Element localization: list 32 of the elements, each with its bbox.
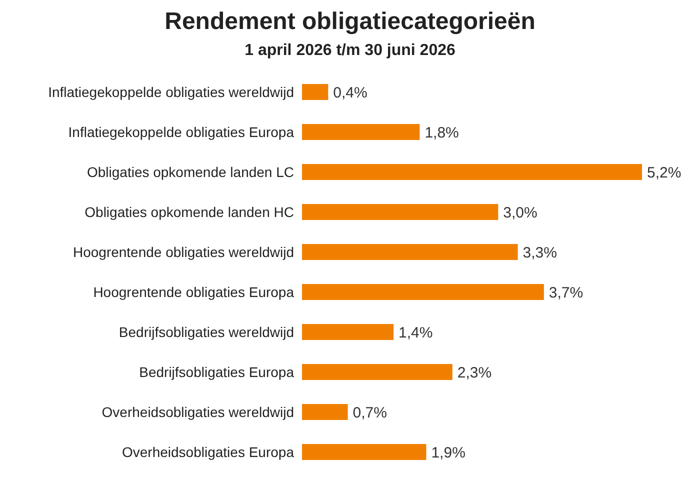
bar <box>302 284 544 300</box>
bar <box>302 404 348 420</box>
bar <box>302 84 328 100</box>
bar <box>302 124 420 140</box>
y-tick-label: Inflatiegekoppelde obligaties Europa <box>68 124 294 140</box>
bar <box>302 204 498 220</box>
y-tick-label: Hoogrentende obligaties Europa <box>93 284 294 300</box>
data-label: 0,7% <box>352 404 387 422</box>
data-label: 3,0% <box>503 204 538 222</box>
y-tick-label: Bedrijfsobligaties Europa <box>139 364 294 380</box>
data-label: 2,3% <box>457 364 492 382</box>
bar <box>302 164 642 180</box>
bar <box>302 364 452 380</box>
data-label: 0,4% <box>333 84 368 102</box>
data-label: 3,7% <box>548 284 584 302</box>
y-tick-label: Obligaties opkomende landen LC <box>86 164 294 180</box>
y-tick-label: Obligaties opkomende landen HC <box>84 204 294 220</box>
data-label: 1,8% <box>424 124 459 142</box>
y-tick-label: Overheidsobligaties Europa <box>122 444 294 460</box>
chart-subtitle: 1 april 2026 t/m 30 juni 2026 <box>244 42 456 60</box>
data-label: 1,9% <box>431 444 466 462</box>
chart-title: Rendement obligatiecategorieën <box>164 8 536 36</box>
data-label: 5,2% <box>647 164 682 182</box>
bar <box>302 324 394 340</box>
data-label: 3,3% <box>522 244 557 262</box>
bar <box>302 244 518 260</box>
y-tick-label: Bedrijfsobligaties wereldwijd <box>118 324 294 340</box>
data-label: 1,4% <box>398 324 433 342</box>
y-tick-label: Inflatiegekoppelde obligaties wereldwijd <box>48 84 294 100</box>
bar <box>302 444 426 460</box>
y-tick-label: Hoogrentende obligaties wereldwijd <box>72 244 294 260</box>
y-tick-label: Overheidsobligaties wereldwijd <box>102 404 294 420</box>
